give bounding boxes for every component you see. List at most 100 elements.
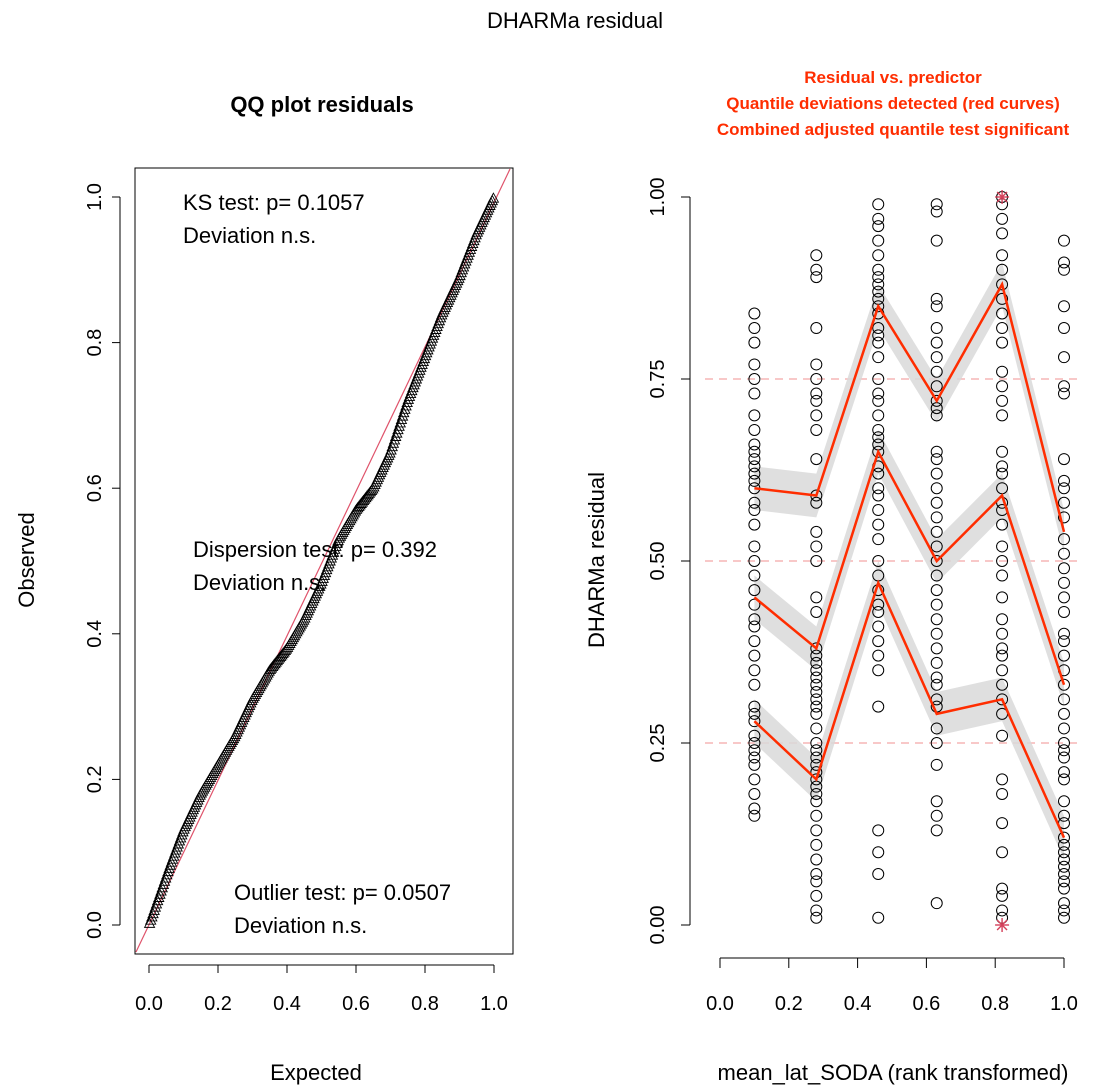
rvp-point [872,271,885,284]
qq-point [154,888,166,899]
rvp-point [996,729,1009,742]
rvp-point [996,817,1009,830]
rvp-point [872,278,885,291]
rvp-point [810,591,823,604]
rvp-point [810,678,823,691]
rvp-point [930,758,943,771]
qq-y-tick-label: 0.8 [84,329,106,357]
rvp-point [748,307,761,320]
rvp-point [930,336,943,349]
rvp-point [872,700,885,713]
rvp-point [748,474,761,487]
qq-marks [135,168,511,953]
rvp-point [930,627,943,640]
rvp-point [1058,882,1070,895]
rvp-point [872,504,885,517]
rvp-point [872,824,885,837]
rvp-point [810,700,823,713]
rvp-point [930,569,943,582]
rvp-point [748,809,761,822]
rvp-point [748,322,761,335]
rvp-point [1058,744,1070,757]
qq-point [167,850,180,861]
rvp-point [930,671,943,684]
qq-point [487,192,500,203]
rvp-axes: 0.0 0.2 0.4 0.6 0.8 1.0 0.00 0.25 0.50 0.75 1.00 [647,178,1078,1015]
qq-point [171,841,183,852]
rvp-point [930,496,943,509]
rvp-point [996,613,1009,626]
rvp-point [1058,875,1070,888]
rvp-point [872,336,885,349]
rvp-point [810,795,823,808]
rvp-point [996,889,1009,902]
qq-point [169,847,181,858]
rvp-point [996,394,1009,407]
rvp-quantile-curve [754,281,1066,533]
qq-x-axis-label: Expected [270,1060,362,1085]
rvp-x-axis-label: mean_lat_SODA (rank transformed) [718,1060,1069,1085]
rvp-point [930,584,943,597]
rvp-x-tick-label: 0.8 [981,993,1009,1015]
qq-point [173,835,186,846]
rvp-point [748,423,761,436]
rvp-point [930,613,943,626]
qq-point [146,910,158,922]
qq-point [161,868,173,880]
rvp-point [1058,635,1070,648]
rvp-point [872,649,885,662]
rvp-point [810,853,823,866]
rvp-point [996,336,1009,349]
rvp-point [1058,809,1070,822]
rvp-point [872,467,885,480]
rvp-point [810,889,823,902]
qq-x-tick-label: 0.2 [204,993,232,1015]
rvp-point [930,351,943,364]
qq-axes: 0.0 0.2 0.4 0.6 0.8 1.0 0.0 0.2 0.4 0.6 0.8 1.0 [84,167,514,1015]
rvp-point [930,897,943,910]
rvp-outlier-star [995,918,1010,932]
rvp-point [930,525,943,538]
rvp-point [996,569,1009,582]
rvp-quantile-curve [753,448,1066,686]
rvp-point [930,453,943,466]
rvp-point [810,751,823,764]
rvp-point [810,664,823,677]
qq-x-tick-label: 1.0 [480,993,508,1015]
rvp-point [930,205,943,218]
rvp-point [872,555,885,567]
qq-point [388,433,401,445]
rvp-point [930,737,943,749]
rvp-point [996,467,1009,480]
rvp-point [930,322,943,335]
rvp-point [996,773,1009,786]
rvp-point [748,598,761,611]
rvp-point [748,737,761,749]
qq-point [144,914,157,925]
rvp-point [872,846,885,859]
rvp-point [872,445,885,458]
qq-plot-box [134,167,514,955]
rvp-point [748,620,761,633]
qq-plot-title: QQ plot residuals [230,92,413,117]
rvp-point [872,351,885,364]
rvp-point [996,642,1009,655]
rvp-point [930,722,943,735]
rvp-point [1058,795,1070,808]
rvp-point [748,678,761,691]
rvp-point [872,431,885,444]
rvp-point [1058,627,1070,640]
rvp-point [1058,547,1070,560]
rvp-point [930,445,943,458]
qq-point [150,898,163,909]
rvp-point [930,555,943,567]
rvp-point [748,438,761,451]
qq-point [392,423,404,435]
qq-point [389,430,402,441]
rvp-point [810,868,823,881]
qq-annotation-text: Deviation n.s. [193,570,326,595]
rvp-point [1058,831,1070,844]
qq-annotation-text: KS test: p= 0.1057 [183,190,365,215]
rvp-point [872,300,885,313]
rvp-point [810,249,823,262]
